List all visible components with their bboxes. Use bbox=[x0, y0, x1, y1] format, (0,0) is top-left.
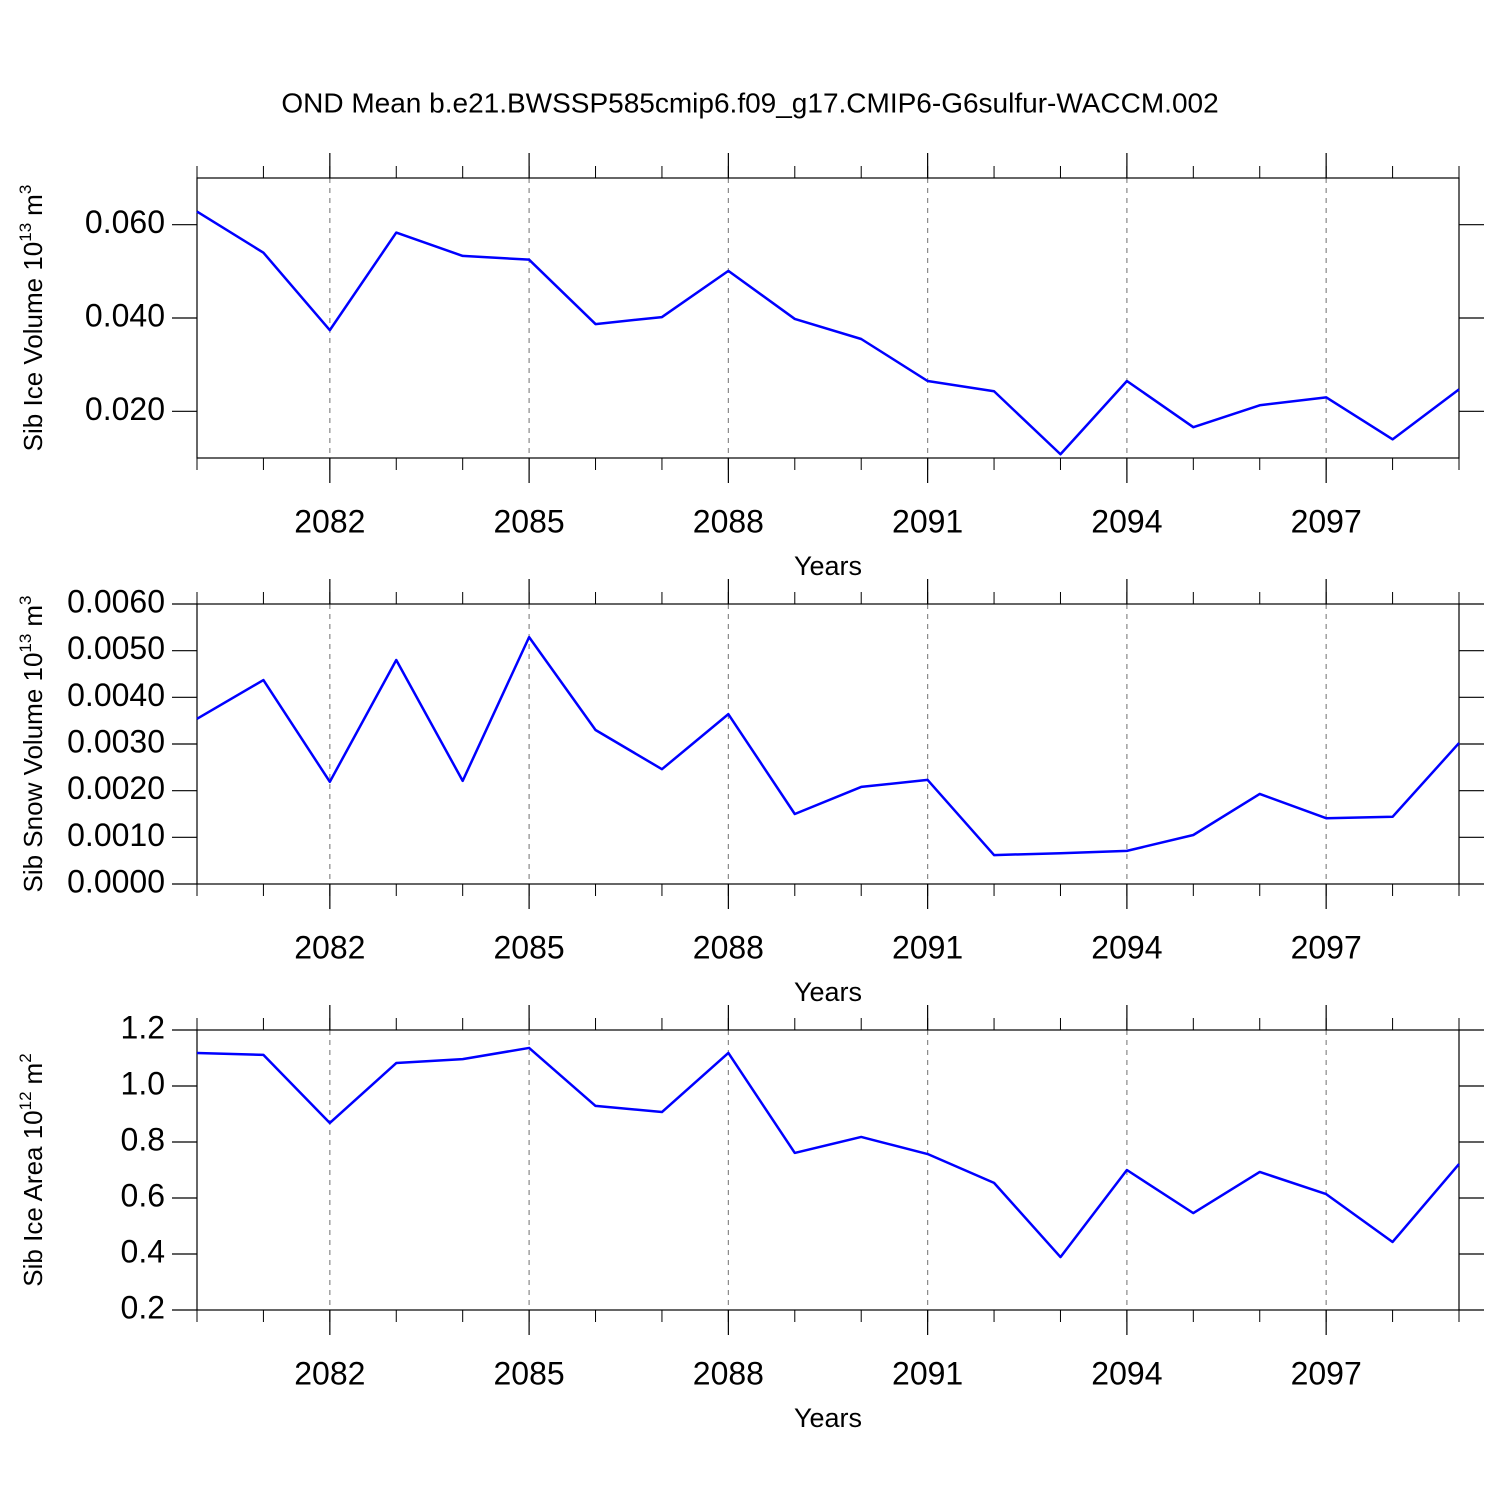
plot-frame bbox=[196, 177, 1460, 459]
y-axis-label-exponent: 3 bbox=[16, 596, 35, 605]
y-axis-label-part: m bbox=[18, 605, 48, 627]
x-tick-label: 2094 bbox=[1091, 929, 1162, 965]
y-axis-label-exponent: 2 bbox=[16, 1053, 35, 1062]
y-tick-label: 0.0050 bbox=[67, 630, 165, 666]
x-tick-label: 2091 bbox=[892, 1355, 963, 1391]
y-axis-label: Sib Ice Volume 1013 m3 bbox=[16, 185, 48, 452]
y-tick-label: 0.0020 bbox=[67, 770, 165, 806]
x-axis-label: Years bbox=[794, 1403, 862, 1433]
y-axis-label: Sib Snow Volume 1013 m3 bbox=[16, 596, 48, 893]
y-tick-label: 0.0000 bbox=[67, 863, 165, 899]
x-tick-label: 2082 bbox=[294, 1355, 365, 1391]
y-axis-label-part: m bbox=[18, 1063, 48, 1085]
x-tick-label: 2082 bbox=[294, 503, 365, 539]
y-axis-label-exponent: 12 bbox=[16, 1091, 35, 1110]
y-axis-label-exponent: 13 bbox=[16, 223, 35, 242]
x-axis-label: Years bbox=[794, 551, 862, 581]
x-tick-label: 2097 bbox=[1291, 503, 1362, 539]
x-tick-label: 2085 bbox=[494, 929, 565, 965]
panel: 2082 2085 2088 2091 2094 2097 0.2 0.4 0.6 0.8 1.0 1… bbox=[16, 1005, 1484, 1433]
y-tick-label: 0.040 bbox=[85, 297, 165, 333]
y-tick-label: 0.0040 bbox=[67, 677, 165, 713]
y-tick-label: 0.0030 bbox=[67, 723, 165, 759]
data-line bbox=[196, 635, 1460, 857]
x-axis-label: Years bbox=[794, 977, 862, 1007]
y-tick-label: 0.020 bbox=[85, 391, 165, 427]
data-line bbox=[196, 1046, 1460, 1259]
plot-frame bbox=[196, 1029, 1460, 1311]
figure-title: OND Mean b.e21.BWSSP585cmip6.f09_g17.CMI… bbox=[281, 87, 1218, 118]
x-tick-label: 2091 bbox=[892, 503, 963, 539]
panel: 2082 2085 2088 2091 2094 2097 0.020 0.040 0.060 Y… bbox=[16, 153, 1484, 581]
y-tick-label: 0.2 bbox=[121, 1289, 165, 1325]
y-tick-label: 0.0010 bbox=[67, 817, 165, 853]
y-tick-label: 0.4 bbox=[121, 1233, 165, 1269]
x-tick-label: 2094 bbox=[1091, 503, 1162, 539]
x-tick-label: 2088 bbox=[693, 503, 764, 539]
x-tick-label: 2097 bbox=[1291, 1355, 1362, 1391]
y-tick-label: 1.0 bbox=[121, 1065, 165, 1101]
plot-frame bbox=[196, 603, 1460, 885]
y-axis-label: Sib Ice Area 1012 m2 bbox=[16, 1053, 48, 1286]
x-tick-label: 2085 bbox=[494, 1355, 565, 1391]
y-tick-label: 1.2 bbox=[121, 1009, 165, 1045]
y-tick-label: 0.060 bbox=[85, 204, 165, 240]
y-axis-label-part: Sib Snow Volume 10 bbox=[18, 653, 48, 893]
x-tick-label: 2088 bbox=[693, 929, 764, 965]
x-tick-label: 2097 bbox=[1291, 929, 1362, 965]
y-tick-label: 0.0060 bbox=[67, 583, 165, 619]
y-axis-label-part: Sib Ice Area 10 bbox=[18, 1110, 48, 1286]
x-tick-label: 2088 bbox=[693, 1355, 764, 1391]
y-axis-label-part: Sib Ice Volume 10 bbox=[18, 242, 48, 452]
x-tick-label: 2091 bbox=[892, 929, 963, 965]
x-tick-label: 2094 bbox=[1091, 1355, 1162, 1391]
y-tick-label: 0.8 bbox=[121, 1121, 165, 1157]
data-line bbox=[196, 210, 1460, 456]
y-axis-label-exponent: 3 bbox=[16, 185, 35, 194]
x-tick-label: 2082 bbox=[294, 929, 365, 965]
panel: 2082 2085 2088 2091 2094 2097 0.0000 0.0010 0.00… bbox=[16, 579, 1484, 1007]
y-tick-label: 0.6 bbox=[121, 1177, 165, 1213]
x-tick-label: 2085 bbox=[494, 503, 565, 539]
y-axis-label-exponent: 13 bbox=[16, 634, 35, 653]
y-axis-label-part: m bbox=[18, 194, 48, 216]
